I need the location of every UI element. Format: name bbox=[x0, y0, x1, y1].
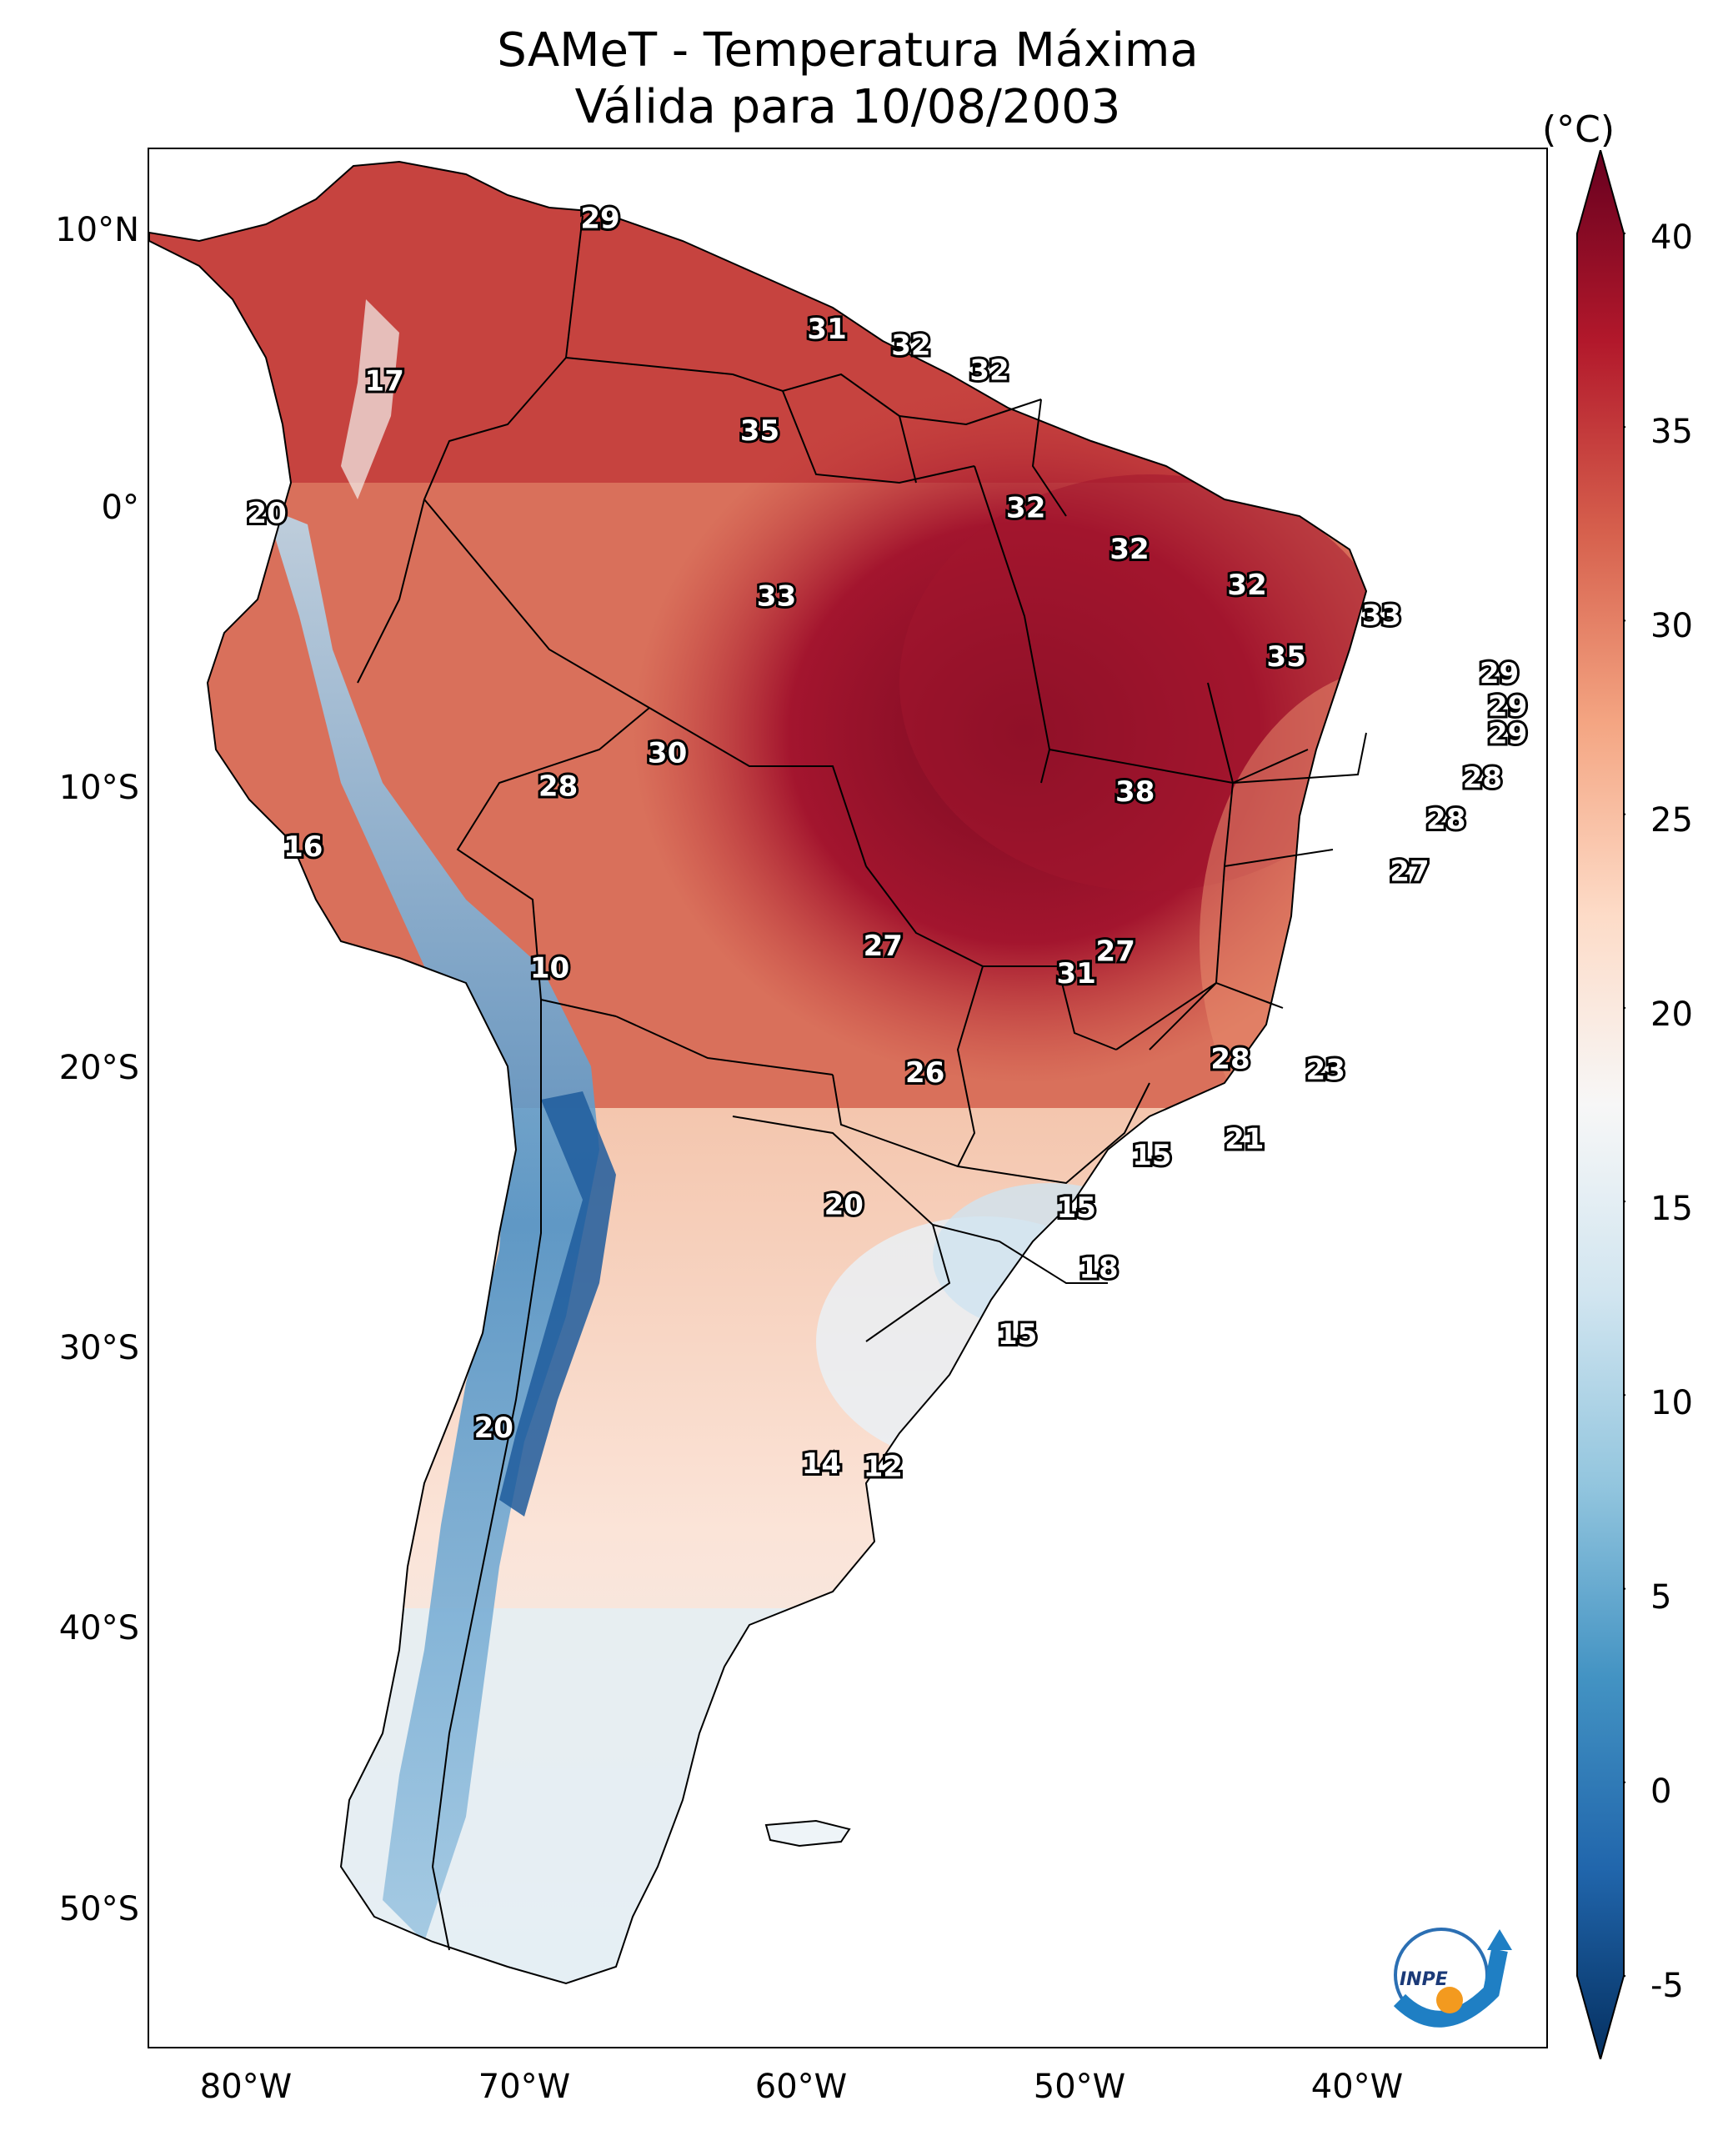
temperature-label: 28 bbox=[1463, 761, 1502, 795]
temperature-label: 33 bbox=[757, 579, 796, 613]
lon-tick-40w: 40°W bbox=[1310, 2068, 1404, 2106]
colorbar-tick-0: 0 bbox=[1650, 1772, 1672, 1811]
temperature-label: 10 bbox=[530, 951, 569, 985]
temperature-label: 33 bbox=[1362, 599, 1401, 632]
continent-fill bbox=[149, 160, 1368, 1985]
lat-tick-0: 0° bbox=[101, 489, 139, 527]
temperature-label: 31 bbox=[1057, 957, 1096, 990]
map-area: 29 31 32 32 17 35 32 20 32 32 33 33 35 29 29 29 30 28 28 38… bbox=[148, 148, 1548, 2048]
temperature-label: 21 bbox=[1225, 1122, 1264, 1156]
inpe-logo-mark: INPE bbox=[1393, 1928, 1512, 2028]
lat-tick-10s: 10°S bbox=[58, 769, 139, 807]
temperature-label: 17 bbox=[365, 365, 404, 399]
temperature-label: 32 bbox=[1006, 492, 1045, 525]
colorbar-tick-25: 25 bbox=[1650, 801, 1693, 840]
temperature-label: 28 bbox=[1210, 1042, 1250, 1075]
temperature-label: 20 bbox=[247, 497, 286, 530]
inpe-logo: INPE bbox=[1375, 1917, 1525, 2033]
temperature-label: 38 bbox=[1115, 775, 1155, 809]
temperature-label: 35 bbox=[1267, 640, 1306, 674]
colorbar-tick-40: 40 bbox=[1650, 218, 1693, 257]
temperature-label: 29 bbox=[1480, 657, 1519, 690]
map-title: SAMeT - Temperatura Máxima bbox=[497, 23, 1199, 78]
temperature-label: 15 bbox=[1132, 1139, 1171, 1172]
temperature-label: 29 bbox=[1488, 718, 1527, 751]
colorbar-tick-5: 5 bbox=[1650, 1578, 1672, 1617]
temperature-label: 20 bbox=[474, 1411, 513, 1445]
temperature-label: 27 bbox=[864, 930, 903, 963]
lon-tick-70w: 70°W bbox=[478, 2068, 571, 2106]
colorbar-unit: (°C) bbox=[1542, 108, 1615, 151]
temperature-label: 16 bbox=[283, 830, 323, 864]
temperature-label: 18 bbox=[1079, 1252, 1118, 1286]
falkland-islands bbox=[764, 1819, 851, 1848]
temperature-label: 14 bbox=[802, 1447, 841, 1481]
temperature-label: 31 bbox=[807, 313, 846, 346]
lat-tick-20s: 20°S bbox=[58, 1049, 139, 1087]
map-subtitle: Válida para 10/08/2003 bbox=[574, 80, 1121, 134]
lon-tick-80w: 80°W bbox=[199, 2068, 293, 2106]
temperature-label: 23 bbox=[1306, 1054, 1345, 1087]
colorbar bbox=[1576, 150, 1625, 2059]
colorbar-bar bbox=[1576, 150, 1625, 2059]
temperature-label: 29 bbox=[580, 203, 619, 236]
temperature-label: 28 bbox=[538, 770, 578, 803]
lat-tick-50s: 50°S bbox=[58, 1890, 139, 1928]
colorbar-tick-neg5: -5 bbox=[1650, 1967, 1684, 2005]
temperature-label: 32 bbox=[1227, 569, 1266, 602]
temperature-label: 32 bbox=[969, 353, 1009, 387]
temperature-label: 32 bbox=[891, 329, 930, 363]
colorbar-tick-10: 10 bbox=[1650, 1384, 1693, 1422]
temperature-label: 26 bbox=[905, 1056, 944, 1090]
inpe-logo-text: INPE bbox=[1400, 1969, 1448, 1990]
lat-tick-40s: 40°S bbox=[58, 1609, 139, 1647]
colorbar-tick-30: 30 bbox=[1650, 607, 1693, 645]
temperature-label: 12 bbox=[864, 1451, 903, 1484]
country-borders bbox=[357, 215, 1367, 1951]
colorbar-tick-20: 20 bbox=[1650, 995, 1693, 1034]
lat-tick-10n: 10°N bbox=[55, 211, 139, 249]
colorbar-tick-15: 15 bbox=[1650, 1190, 1693, 1228]
temperature-label: 29 bbox=[1488, 690, 1527, 724]
temperature-label: 32 bbox=[1109, 533, 1149, 566]
lat-tick-30s: 30°S bbox=[58, 1329, 139, 1367]
lon-tick-60w: 60°W bbox=[754, 2068, 848, 2106]
temperature-label: 15 bbox=[1057, 1191, 1096, 1225]
lon-tick-50w: 50°W bbox=[1033, 2068, 1126, 2106]
temperature-label: 20 bbox=[824, 1189, 864, 1222]
temperature-label: 15 bbox=[998, 1318, 1037, 1351]
temperature-label: 27 bbox=[1390, 855, 1429, 889]
temperature-label: 27 bbox=[1096, 935, 1135, 969]
temperature-label: 35 bbox=[740, 414, 779, 448]
temperature-label: 30 bbox=[648, 737, 687, 770]
temperature-label: 28 bbox=[1426, 803, 1465, 836]
colorbar-tick-35: 35 bbox=[1650, 413, 1693, 451]
